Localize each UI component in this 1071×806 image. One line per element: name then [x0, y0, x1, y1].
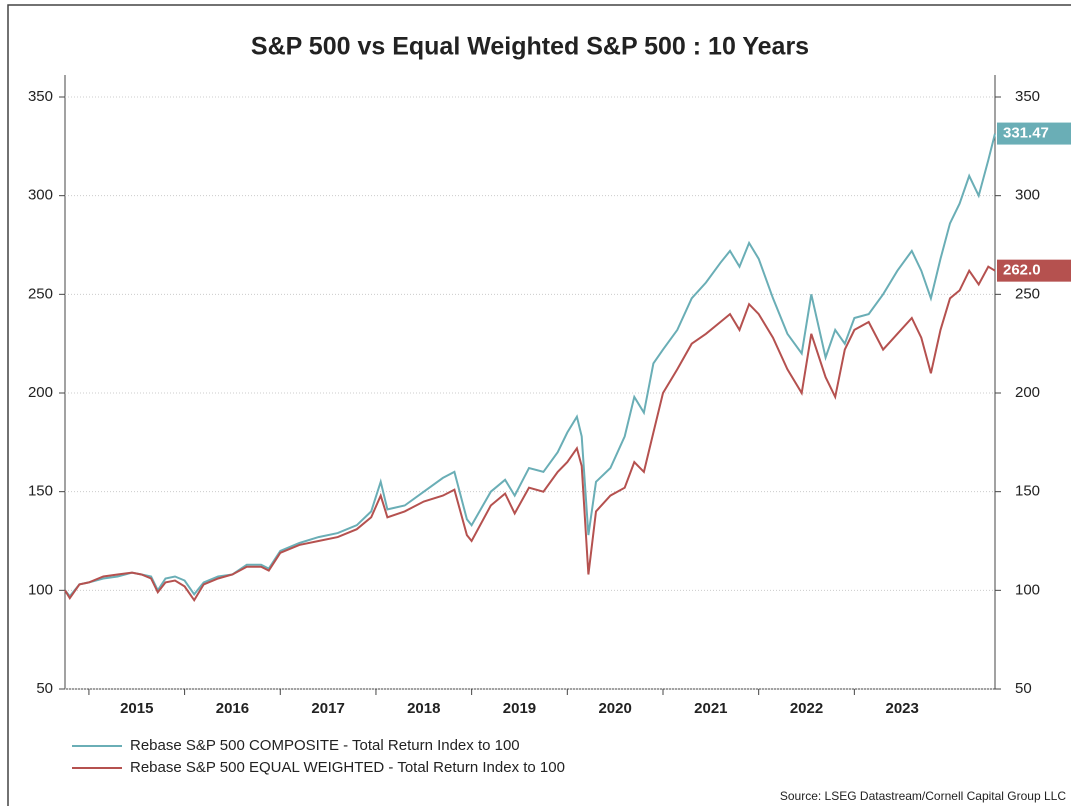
y2-tick-label: 350	[1015, 88, 1040, 105]
y-tick-label: 100	[28, 581, 53, 598]
end-label: 262.0	[1003, 262, 1041, 279]
line-series	[64, 265, 996, 603]
frame	[7, 4, 1071, 806]
y2-tick-label: 250	[1015, 285, 1040, 302]
y-tick-label: 200	[28, 384, 53, 401]
y2-tick-label: 200	[1015, 384, 1040, 401]
x-tick-label: 2023	[886, 700, 919, 717]
line-series	[64, 133, 996, 598]
x-tick-label: 2016	[216, 700, 249, 717]
y2-tick-label: 50	[1015, 680, 1032, 697]
y-tick-label: 50	[36, 680, 53, 697]
y2-tick-label: 150	[1015, 483, 1040, 500]
x-tick-label: 2020	[598, 700, 631, 717]
chart-title: S&P 500 vs Equal Weighted S&P 500 : 10 Y…	[251, 33, 809, 61]
y-tick-label: 350	[28, 88, 53, 105]
x-tick-label: 2022	[790, 700, 823, 717]
x-tick-label: 2021	[694, 700, 727, 717]
x-tick-label: 2017	[311, 700, 344, 717]
y-tick-label: 150	[28, 483, 53, 500]
x-tick-label: 2018	[407, 700, 440, 717]
y-tick-label: 250	[28, 285, 53, 302]
x-tick-label: 2015	[120, 700, 153, 717]
y-tick-label: 300	[28, 187, 53, 204]
end-label-box	[997, 259, 1071, 282]
end-label: 331.47	[1003, 125, 1049, 142]
legend-label: Rebase S&P 500 EQUAL WEIGHTED - Total Re…	[130, 759, 565, 776]
legend-label: Rebase S&P 500 COMPOSITE - Total Return …	[130, 737, 520, 754]
y2-tick-label: 300	[1015, 187, 1040, 204]
source: Source: LSEG Datastream/Cornell Capital …	[780, 789, 1066, 803]
end-label-box	[997, 122, 1071, 145]
x-tick-label: 2019	[503, 700, 536, 717]
y2-tick-label: 100	[1015, 581, 1040, 598]
